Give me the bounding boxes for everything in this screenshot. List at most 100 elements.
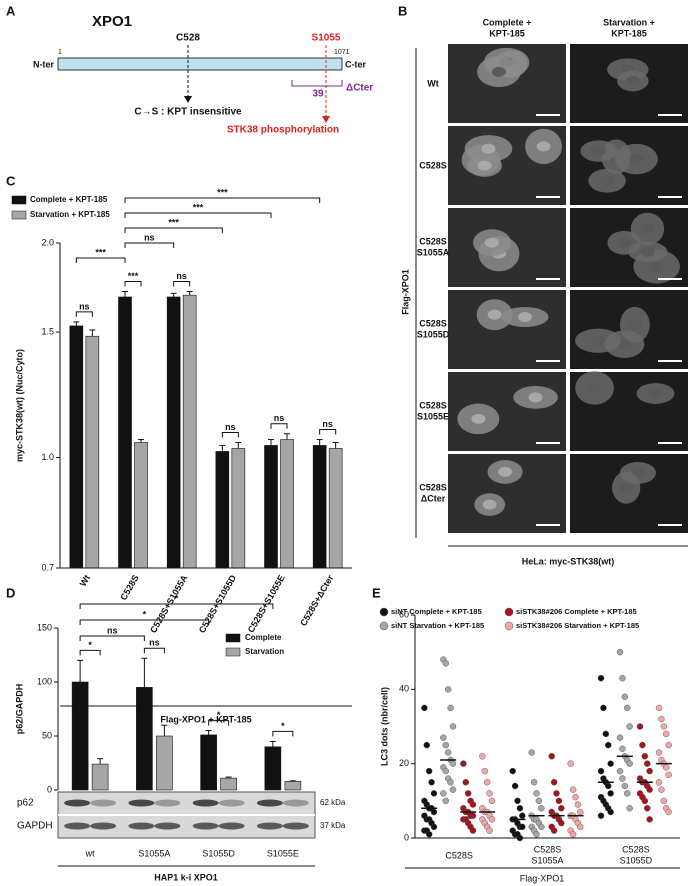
nucleus xyxy=(528,392,543,403)
dot xyxy=(626,760,633,767)
x-axis-label: Flag-XPO1 + KPT-185 xyxy=(160,714,251,724)
x-tick-label: Wt xyxy=(78,573,92,588)
significance-label: ns xyxy=(274,413,285,423)
significance-bracket xyxy=(75,311,93,317)
end-pos: 1071 xyxy=(334,49,350,56)
dot xyxy=(616,648,624,656)
significance-bracket xyxy=(124,197,321,203)
panel-label: A xyxy=(6,3,16,18)
y-tick-label: 0.7 xyxy=(41,562,54,572)
dot xyxy=(519,823,526,831)
nucleus xyxy=(484,237,499,248)
dot xyxy=(430,808,438,816)
dot xyxy=(440,734,447,741)
bar xyxy=(200,734,217,791)
row-label: C528S S1055E xyxy=(417,401,449,422)
n-term: N-ter xyxy=(33,59,54,69)
nucleus xyxy=(627,319,642,330)
nucleus xyxy=(648,388,663,399)
dot xyxy=(483,779,491,786)
dot xyxy=(460,760,467,767)
dot xyxy=(548,753,555,760)
bar xyxy=(136,687,153,791)
dot xyxy=(462,779,469,786)
blot-band xyxy=(282,799,309,807)
significance-bracket xyxy=(143,647,165,654)
x-tick-label: S1055E xyxy=(267,848,299,858)
dot xyxy=(597,767,605,775)
dot xyxy=(553,790,560,797)
y-axis-label: LC3 dots (nbr/cell) xyxy=(379,687,389,766)
y-tick-label: 1.5 xyxy=(41,326,54,336)
bar xyxy=(69,325,84,569)
dot xyxy=(655,749,663,756)
dot xyxy=(555,797,563,805)
dot xyxy=(528,749,535,756)
nucleus xyxy=(591,146,606,157)
y-tick-label: 60 xyxy=(399,609,409,619)
significance-label: * xyxy=(217,710,221,720)
dot xyxy=(428,779,435,786)
legend-dot xyxy=(379,607,389,617)
arrow xyxy=(322,116,330,123)
dot xyxy=(486,827,493,834)
significance-label: *** xyxy=(193,202,204,212)
significance-bracket xyxy=(79,603,274,609)
nucleus xyxy=(649,261,664,272)
c-term: C-ter xyxy=(345,59,366,69)
x-tick-label: C528S+ΔCter xyxy=(298,573,336,628)
nucleus xyxy=(591,335,606,346)
dot xyxy=(469,812,477,819)
bar xyxy=(280,439,294,569)
significance-label: *** xyxy=(128,271,139,281)
row-label: C528S S1055D xyxy=(417,319,450,340)
legend-dot xyxy=(504,621,514,631)
bar xyxy=(312,445,327,569)
blot-band xyxy=(192,799,219,807)
blot-band xyxy=(128,822,155,830)
dot xyxy=(663,764,670,771)
blot-band xyxy=(64,799,91,807)
dot xyxy=(641,753,649,760)
legend-dot xyxy=(504,607,514,617)
bar xyxy=(182,294,197,569)
significance-bracket xyxy=(79,619,210,625)
dot xyxy=(558,819,565,827)
dot xyxy=(639,741,646,749)
nucleus xyxy=(498,466,513,477)
protein-title: XPO1 xyxy=(92,13,132,30)
legend-dot xyxy=(379,621,389,631)
row-label: Wt xyxy=(427,78,439,88)
bar xyxy=(71,681,89,791)
dot xyxy=(605,741,612,749)
significance-label: ns xyxy=(149,638,160,648)
dot xyxy=(658,715,665,723)
blot-band xyxy=(128,799,155,807)
nucleus xyxy=(625,75,640,86)
dot xyxy=(607,808,614,816)
nucleus xyxy=(617,339,632,350)
significance-label: * xyxy=(88,640,92,650)
significance-label: ns xyxy=(176,271,187,281)
dot xyxy=(619,775,626,782)
significance-bracket xyxy=(124,227,223,233)
bar xyxy=(166,296,181,569)
site-s1055: S1055 xyxy=(312,33,341,44)
nucleus xyxy=(629,154,644,165)
panel-label: B xyxy=(398,3,407,18)
dot xyxy=(514,797,521,805)
x-tick-label: S1055D xyxy=(202,848,235,858)
bar xyxy=(91,763,109,791)
legend-swatch xyxy=(11,195,27,205)
y-tick-label: 0 xyxy=(47,784,52,794)
dot xyxy=(569,786,577,793)
dot xyxy=(550,779,558,786)
blot-band xyxy=(256,799,283,807)
significance-label: ns xyxy=(144,232,155,242)
dot xyxy=(577,808,584,816)
dot xyxy=(479,753,486,760)
nucleus xyxy=(481,143,496,154)
dot xyxy=(572,793,579,801)
dot xyxy=(655,704,663,712)
micrograph xyxy=(448,290,566,369)
